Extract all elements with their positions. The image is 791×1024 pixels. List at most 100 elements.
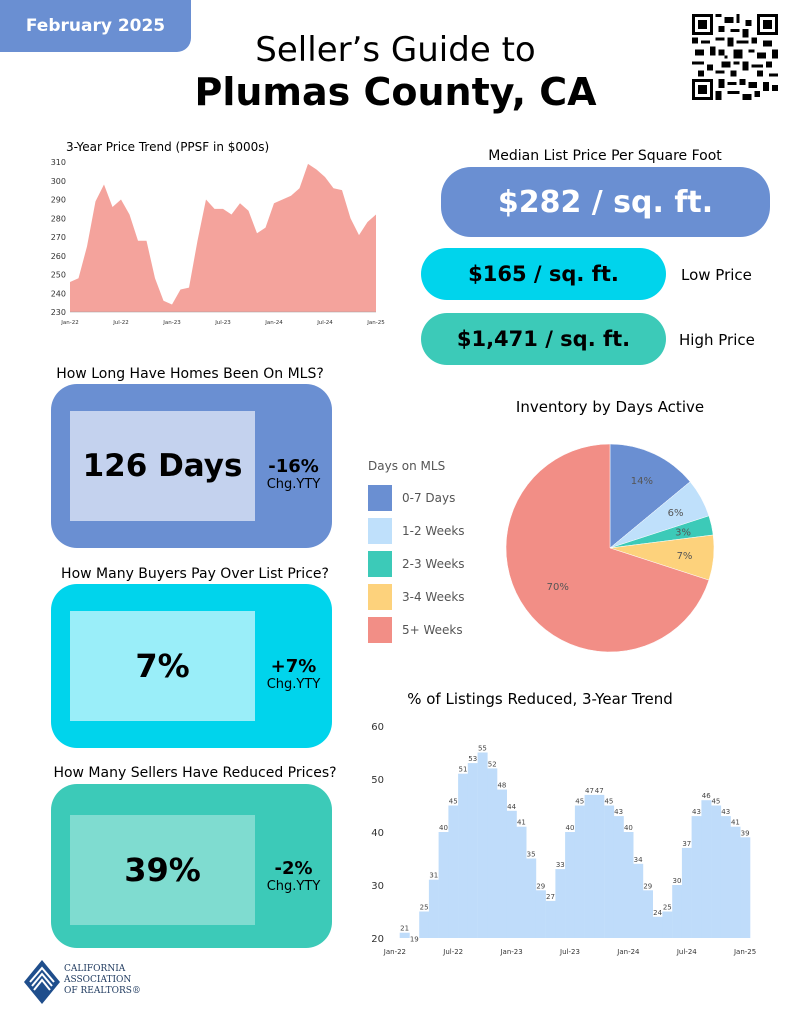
bar (477, 752, 488, 938)
bar (545, 900, 556, 938)
legend-title: Days on MLS (368, 459, 446, 473)
bar-value-label: 29 (643, 882, 652, 890)
bar (691, 816, 702, 938)
x-tick-label: Jul-24 (316, 320, 333, 326)
qr-code-icon[interactable] (692, 14, 778, 100)
x-tick-label: Jul-23 (214, 320, 231, 326)
over-list-panel: 7% +7% Chg.YTY (51, 584, 332, 748)
date-badge: February 2025 (0, 0, 191, 52)
bar (643, 890, 653, 938)
legend-item: 5+ Weeks (368, 613, 498, 646)
bar (428, 879, 439, 938)
bar (467, 763, 478, 938)
bar (535, 890, 546, 938)
bar (652, 916, 663, 938)
y-tick-label: 20 (371, 934, 384, 945)
bar (574, 805, 585, 938)
bar (672, 885, 683, 938)
bar (623, 832, 634, 938)
low-price-pill: $165 / sq. ft. (421, 248, 666, 300)
bar-value-label: 35 (527, 851, 536, 859)
over-list-question: How Many Buyers Pay Over List Price? (61, 566, 329, 582)
high-price-pill: $1,471 / sq. ft. (421, 313, 666, 365)
y-tick-label: 270 (51, 233, 66, 242)
price-trend-title: 3-Year Price Trend (PPSF in $000s) (66, 140, 270, 154)
bar-value-label: 45 (449, 798, 458, 806)
bar-value-label: 47 (585, 787, 594, 795)
bar (497, 789, 507, 938)
bar (487, 768, 498, 938)
y-tick-label: 280 (51, 214, 66, 223)
over-list-change: +7% Chg.YTY (255, 656, 332, 692)
bar-value-label: 44 (507, 803, 516, 811)
page-title-line1: Seller’s Guide to (255, 30, 536, 70)
bar (730, 826, 741, 938)
bar (448, 805, 459, 938)
bar (711, 805, 722, 938)
y-tick-label: 310 (51, 158, 66, 167)
x-tick-label: Jan-23 (499, 948, 522, 956)
legend-swatch (368, 550, 392, 577)
bar (419, 911, 430, 938)
legend-label: 3-4 Weeks (402, 589, 465, 604)
reduced-change-value: -2% (274, 858, 313, 879)
x-tick-label: Jan-24 (616, 948, 640, 956)
listings-reduced-chart: 2030405060211925314045515355524844413529… (371, 722, 756, 956)
bar-value-label: 45 (711, 798, 720, 806)
bar-value-label: 31 (429, 872, 438, 880)
bar-value-label: 40 (566, 824, 575, 832)
median-ppsf-title: Median List Price Per Square Foot (488, 148, 722, 164)
y-tick-label: 260 (51, 252, 66, 261)
over-list-change-value: +7% (270, 656, 317, 677)
dom-change-label: Chg.YTY (266, 477, 321, 492)
legend-label: 0-7 Days (402, 490, 456, 505)
bar (740, 837, 751, 938)
pie-slice-label: 14% (631, 476, 653, 487)
reduced-panel: 39% -2% Chg.YTY (51, 784, 332, 948)
x-tick-label: Jul-22 (442, 948, 463, 956)
bar-value-label: 19 (410, 935, 419, 943)
median-ppsf-pill: $282 / sq. ft. (441, 167, 770, 237)
bar-value-label: 30 (673, 877, 682, 885)
legend-swatch (368, 616, 392, 643)
legend-swatch (368, 583, 392, 610)
low-price-label: Low Price (681, 266, 752, 284)
legend-item: 3-4 Weeks (368, 580, 498, 613)
y-tick-label: 40 (371, 828, 384, 839)
dom-question: How Long Have Homes Been On MLS? (56, 366, 324, 382)
bar-value-label: 43 (614, 808, 623, 816)
y-tick-label: 230 (51, 308, 66, 317)
bar-value-label: 41 (517, 819, 526, 827)
x-tick-label: Jan-25 (733, 948, 756, 956)
price-trend-area (70, 163, 376, 312)
dom-panel: 126 Days -16% Chg.YTY (51, 384, 332, 548)
x-tick-label: Jul-22 (112, 320, 129, 326)
high-price-label: High Price (679, 331, 755, 349)
bar-value-label: 45 (604, 798, 613, 806)
bar (701, 800, 712, 938)
inventory-pie-chart: 14% 6% 3% 7% 70% (505, 443, 715, 653)
bar (594, 794, 605, 938)
y-tick-label: 60 (371, 722, 384, 733)
bar-value-label: 51 (459, 766, 468, 774)
bar (633, 863, 644, 938)
bar-value-label: 39 (741, 829, 750, 837)
y-tick-label: 240 (51, 289, 66, 298)
bar (438, 832, 449, 938)
dom-value: 126 Days (70, 411, 255, 521)
bar (555, 869, 566, 938)
x-tick-label: Jul-23 (559, 948, 580, 956)
dom-change-value: -16% (268, 456, 319, 477)
logo-line3: OF REALTORS® (64, 986, 141, 996)
bar (458, 773, 469, 938)
y-tick-label: 50 (371, 775, 384, 786)
bar (720, 816, 731, 938)
x-tick-label: Jan-24 (264, 320, 283, 326)
listings-reduced-title: % of Listings Reduced, 3-Year Trend (407, 690, 673, 708)
pie-slice-label: 6% (668, 508, 684, 519)
bar-value-label: 33 (556, 861, 565, 869)
legend-item: 2-3 Weeks (368, 547, 498, 580)
bar-value-label: 40 (624, 824, 633, 832)
dom-change: -16% Chg.YTY (255, 456, 332, 492)
legend-swatch (368, 517, 392, 544)
